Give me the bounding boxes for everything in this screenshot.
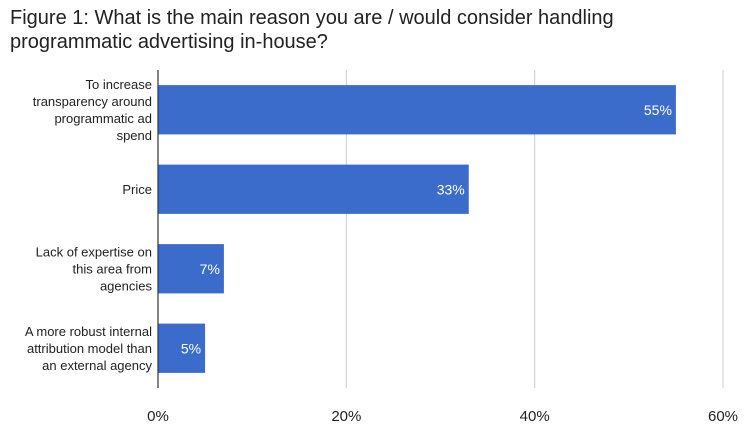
category-labels: To increase transparency around programmat… bbox=[25, 77, 153, 373]
category-label-line: Lack of expertise on bbox=[36, 244, 152, 259]
bar bbox=[158, 85, 676, 135]
data-label: 33% bbox=[437, 181, 465, 197]
bar bbox=[158, 164, 469, 214]
bars: 55% 33% 7% 5% bbox=[158, 85, 676, 373]
category-label: A more robust internal attribution model … bbox=[25, 324, 153, 373]
category-label: Price bbox=[122, 182, 152, 197]
x-tick-label: 20% bbox=[331, 408, 361, 425]
data-label: 7% bbox=[200, 261, 220, 277]
category-label-line: spend bbox=[117, 128, 152, 143]
chart-title-line-2: programmatic advertising in-house? bbox=[10, 31, 328, 53]
category-label-line: Price bbox=[122, 182, 152, 197]
category-label-line: programmatic ad bbox=[54, 111, 152, 126]
x-tick-label: 0% bbox=[147, 408, 169, 425]
chart-title-line-1: Figure 1: What is the main reason you ar… bbox=[10, 7, 614, 29]
category-label-line: this area from bbox=[73, 261, 152, 276]
bar bbox=[158, 244, 224, 294]
category-label-line: an external agency bbox=[42, 358, 152, 373]
category-label-line: A more robust internal bbox=[25, 324, 152, 339]
data-label: 5% bbox=[181, 340, 201, 356]
bar bbox=[158, 323, 206, 373]
x-tick-label: 40% bbox=[520, 408, 550, 425]
category-label: To increase transparency around programmat… bbox=[33, 77, 152, 143]
chart-title: Figure 1: What is the main reason you ar… bbox=[10, 6, 740, 54]
category-label-line: agencies bbox=[100, 278, 153, 293]
x-tick-labels: 0% 20% 40% 60% bbox=[147, 408, 738, 425]
category-label: Lack of expertise on this area from agenci… bbox=[36, 244, 153, 293]
x-tick-label: 60% bbox=[708, 408, 738, 425]
category-label-line: transparency around bbox=[33, 94, 152, 109]
category-label-line: attribution model than bbox=[27, 341, 152, 356]
category-label-line: To increase bbox=[86, 77, 152, 92]
data-label: 55% bbox=[644, 102, 672, 118]
